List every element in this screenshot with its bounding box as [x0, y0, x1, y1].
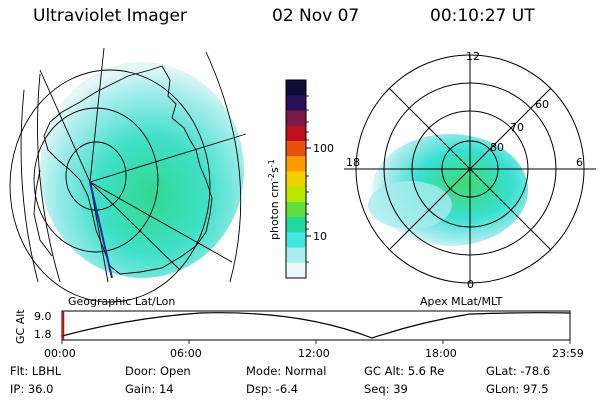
timeline-x-tick: 23:59	[552, 347, 584, 360]
timeline-x-tick: 18:00	[425, 347, 457, 360]
timeline-y-label: GC Alt	[14, 309, 27, 344]
colorbar-segment	[286, 125, 306, 142]
polar-aurora-tail	[368, 181, 452, 229]
colorbar-segment	[286, 140, 306, 157]
satellite-track	[89, 181, 113, 279]
colorbar-segment	[286, 232, 306, 249]
colorbar-unit-label: photon cm-2s-1	[267, 159, 281, 240]
colorbar-segment	[286, 156, 306, 172]
meridians	[20, 47, 247, 283]
time-label: 00:10:27 UT	[430, 6, 535, 26]
timeline-x-tick: 00:00	[44, 347, 76, 360]
colorbar-segment	[286, 171, 306, 188]
colorbar-segment	[286, 247, 306, 264]
colorbar-frame	[285, 79, 307, 279]
info-mode: Mode: Normal	[246, 364, 327, 378]
lat-label-60: 60	[535, 98, 549, 111]
colorbar-segment	[286, 80, 306, 96]
info-filter: Flt: LBHL	[10, 364, 62, 378]
colorbar-segment	[286, 262, 306, 279]
info-door: Door: Open	[125, 364, 191, 378]
date-label: 02 Nov 07	[272, 6, 360, 26]
altitude-curve	[61, 312, 571, 339]
colorbar-segment	[286, 217, 306, 233]
colorbar-segment	[286, 201, 306, 218]
colorbar-segment	[286, 110, 306, 127]
lat-ring	[9, 69, 211, 303]
info-glat: GLat: -78.6	[486, 364, 551, 378]
colorbar-label-10: 10	[313, 230, 327, 243]
info-dsp: Dsp: -6.4	[246, 382, 299, 396]
info-gc-alt: GC Alt: 5.6 Re	[364, 364, 445, 378]
polar-caption: Apex MLat/MLT	[420, 295, 503, 308]
geo-image-disk	[40, 62, 244, 278]
timeline-x-tick: 12:00	[298, 347, 330, 360]
mlt-label-18: 18	[346, 156, 360, 169]
timeline-y-tick-high: 9.0	[34, 310, 52, 323]
coastline	[43, 65, 213, 275]
mlt-label-0: 0	[467, 278, 474, 291]
colorbar-label-100: 100	[313, 142, 334, 155]
colorbar-segment	[286, 186, 306, 203]
lat-ring	[33, 107, 159, 253]
timeline-ticks	[61, 340, 571, 344]
timeline-x-tick: 06:00	[170, 347, 202, 360]
colorbar-segment	[286, 95, 306, 111]
info-ip: IP: 36.0	[10, 382, 54, 396]
instrument-title: Ultraviolet Imager	[33, 6, 187, 26]
lat-label-80: 80	[490, 141, 504, 154]
timeline-frame	[61, 310, 571, 341]
info-seq: Seq: 39	[364, 382, 408, 396]
info-gain: Gain: 14	[125, 382, 174, 396]
colorbar-minor-ticks	[306, 95, 309, 263]
mlt-label-6: 6	[576, 156, 583, 169]
coastline-west	[33, 169, 53, 257]
polar-grid	[344, 54, 596, 284]
geo-caption: Geographic Lat/Lon	[68, 295, 176, 308]
lat-label-70: 70	[510, 121, 524, 134]
mlt-label-12: 12	[466, 50, 480, 63]
timeline-y-tick-low: 1.8	[34, 328, 52, 341]
info-glon: GLon: 97.5	[486, 382, 549, 396]
